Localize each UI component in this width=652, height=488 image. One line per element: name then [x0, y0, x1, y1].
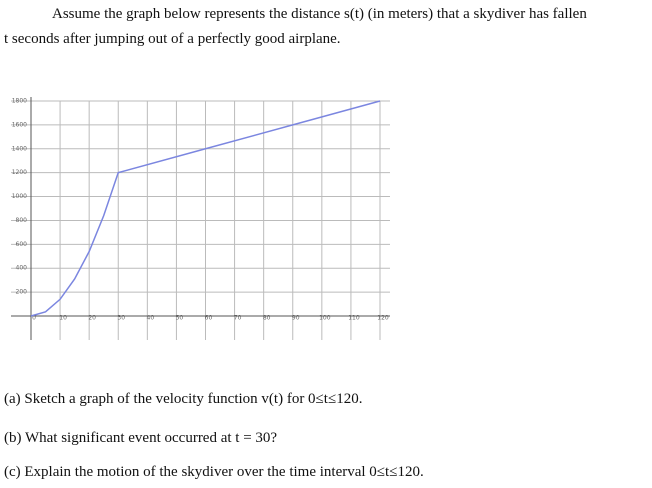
x-tick-label: 90: [292, 315, 300, 322]
y-tick-label: 1800: [12, 98, 27, 105]
x-tick-label: 10: [59, 315, 67, 322]
x-tick-label: 80: [263, 315, 271, 322]
x-tick-label: 40: [147, 315, 155, 322]
x-tick-label: 70: [234, 315, 242, 322]
x-tick-label: 110: [348, 315, 360, 322]
y-tick-label: 800: [16, 217, 28, 224]
y-tick-label: 1200: [12, 169, 27, 176]
y-tick-label: 400: [16, 265, 28, 272]
x-tick-label: 20: [88, 315, 96, 322]
x-tick-label: 60: [205, 315, 213, 322]
question: (a) Sketch a graph of the velocity funct…: [4, 391, 363, 407]
x-tick-label: 120: [377, 315, 389, 322]
y-tick-label: 200: [16, 289, 28, 296]
x-tick-label: 50: [176, 315, 184, 322]
y-tick-label: 1600: [12, 121, 27, 128]
chart: 0 10 20 30 40 50 60 70 80 90 100 110 120 200 400 600 800…: [11, 97, 390, 340]
question: (b) What significant event occurred at t…: [4, 430, 278, 446]
x-tick-label: 0: [32, 315, 36, 322]
x-tick-label: 30: [117, 315, 125, 322]
intro-line: Assume the graph below represents the di…: [52, 6, 587, 22]
intro-line: t seconds after jumping out of a perfect…: [4, 31, 341, 47]
x-tick-label: 100: [319, 315, 331, 322]
y-tick-label: 1000: [12, 193, 27, 200]
line: [30, 100, 381, 317]
y-tick-label: 600: [16, 241, 28, 248]
question: (c) Explain the motion of the skydiver o…: [4, 464, 424, 480]
y-tick-label: 1400: [12, 145, 27, 152]
